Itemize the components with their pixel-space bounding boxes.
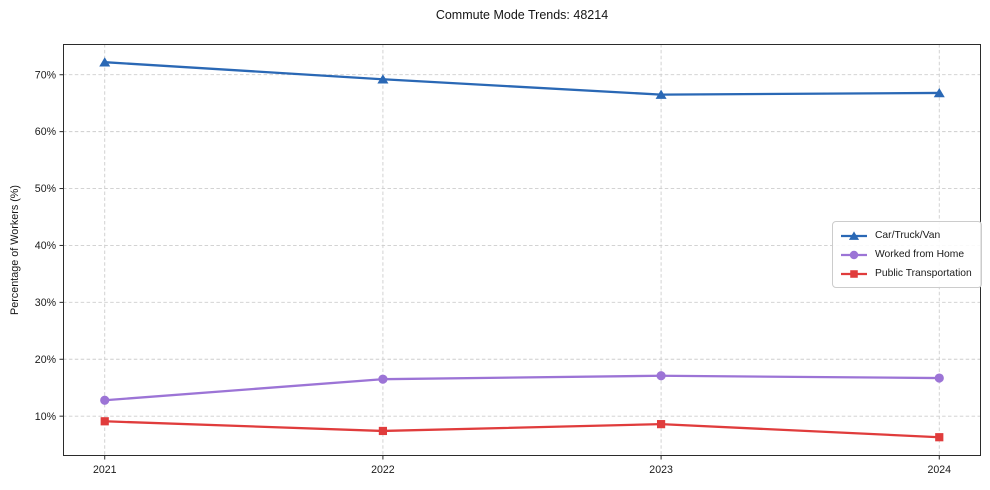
data-point-marker bbox=[935, 433, 944, 442]
legend-marker bbox=[850, 269, 858, 278]
legend-entry-car-truck-van: Car/Truck/Van bbox=[840, 226, 972, 245]
series-line bbox=[103, 420, 941, 439]
line-square-marker-icon bbox=[841, 269, 867, 278]
y-tick-label: 60% bbox=[35, 126, 57, 138]
series-triangle bbox=[99, 57, 945, 99]
legend-label-worked-from-home: Worked from Home bbox=[875, 249, 965, 260]
x-tick-label: 2021 bbox=[93, 464, 117, 476]
y-tick-label: 40% bbox=[35, 240, 57, 252]
data-point-marker bbox=[99, 57, 111, 67]
data-point-marker bbox=[100, 395, 110, 405]
legend-marker bbox=[848, 230, 860, 240]
y-tick-label: 30% bbox=[35, 297, 57, 309]
series-line bbox=[103, 374, 941, 402]
data-point-marker bbox=[655, 89, 667, 99]
line-triangle-marker-icon bbox=[841, 230, 867, 240]
x-tick-label: 2023 bbox=[649, 464, 673, 476]
y-tick-label: 50% bbox=[35, 183, 57, 195]
x-tick-label: 2024 bbox=[927, 464, 951, 476]
data-point-marker bbox=[378, 374, 388, 384]
legend-entry-public-transportation: Public Transportation bbox=[840, 264, 972, 283]
y-tick-label: 20% bbox=[35, 354, 57, 366]
series-line bbox=[103, 61, 941, 96]
series-square bbox=[100, 417, 944, 442]
axis-ticks bbox=[59, 74, 940, 460]
series-circle bbox=[100, 371, 944, 405]
legend: Car/Truck/Van Worked from Home Public Tr… bbox=[832, 221, 982, 288]
legend-marker bbox=[849, 250, 859, 259]
data-point-marker bbox=[378, 426, 388, 436]
y-tick-label: 70% bbox=[35, 69, 57, 81]
data-point-marker bbox=[656, 420, 666, 429]
x-tick-label: 2022 bbox=[371, 464, 395, 476]
gridlines bbox=[63, 44, 981, 456]
legend-label-public-transportation: Public Transportation bbox=[875, 268, 972, 279]
data-point-marker bbox=[656, 371, 666, 381]
data-point-marker bbox=[377, 74, 389, 84]
line-circle-marker-icon bbox=[841, 250, 867, 259]
axis-tick-labels: 10% 20% 30% 40% 50% 60% 70% 2021 2022 2023 2024 bbox=[35, 69, 951, 476]
legend-entry-worked-from-home: Worked from Home bbox=[840, 245, 972, 264]
y-tick-label: 10% bbox=[35, 411, 57, 423]
chart-title: Commute Mode Trends: 48214 bbox=[435, 8, 609, 22]
data-point-marker bbox=[933, 87, 945, 98]
data-point-marker bbox=[934, 373, 944, 383]
legend-label-car-truck-van: Car/Truck/Van bbox=[875, 230, 941, 241]
data-point-marker bbox=[100, 417, 109, 426]
